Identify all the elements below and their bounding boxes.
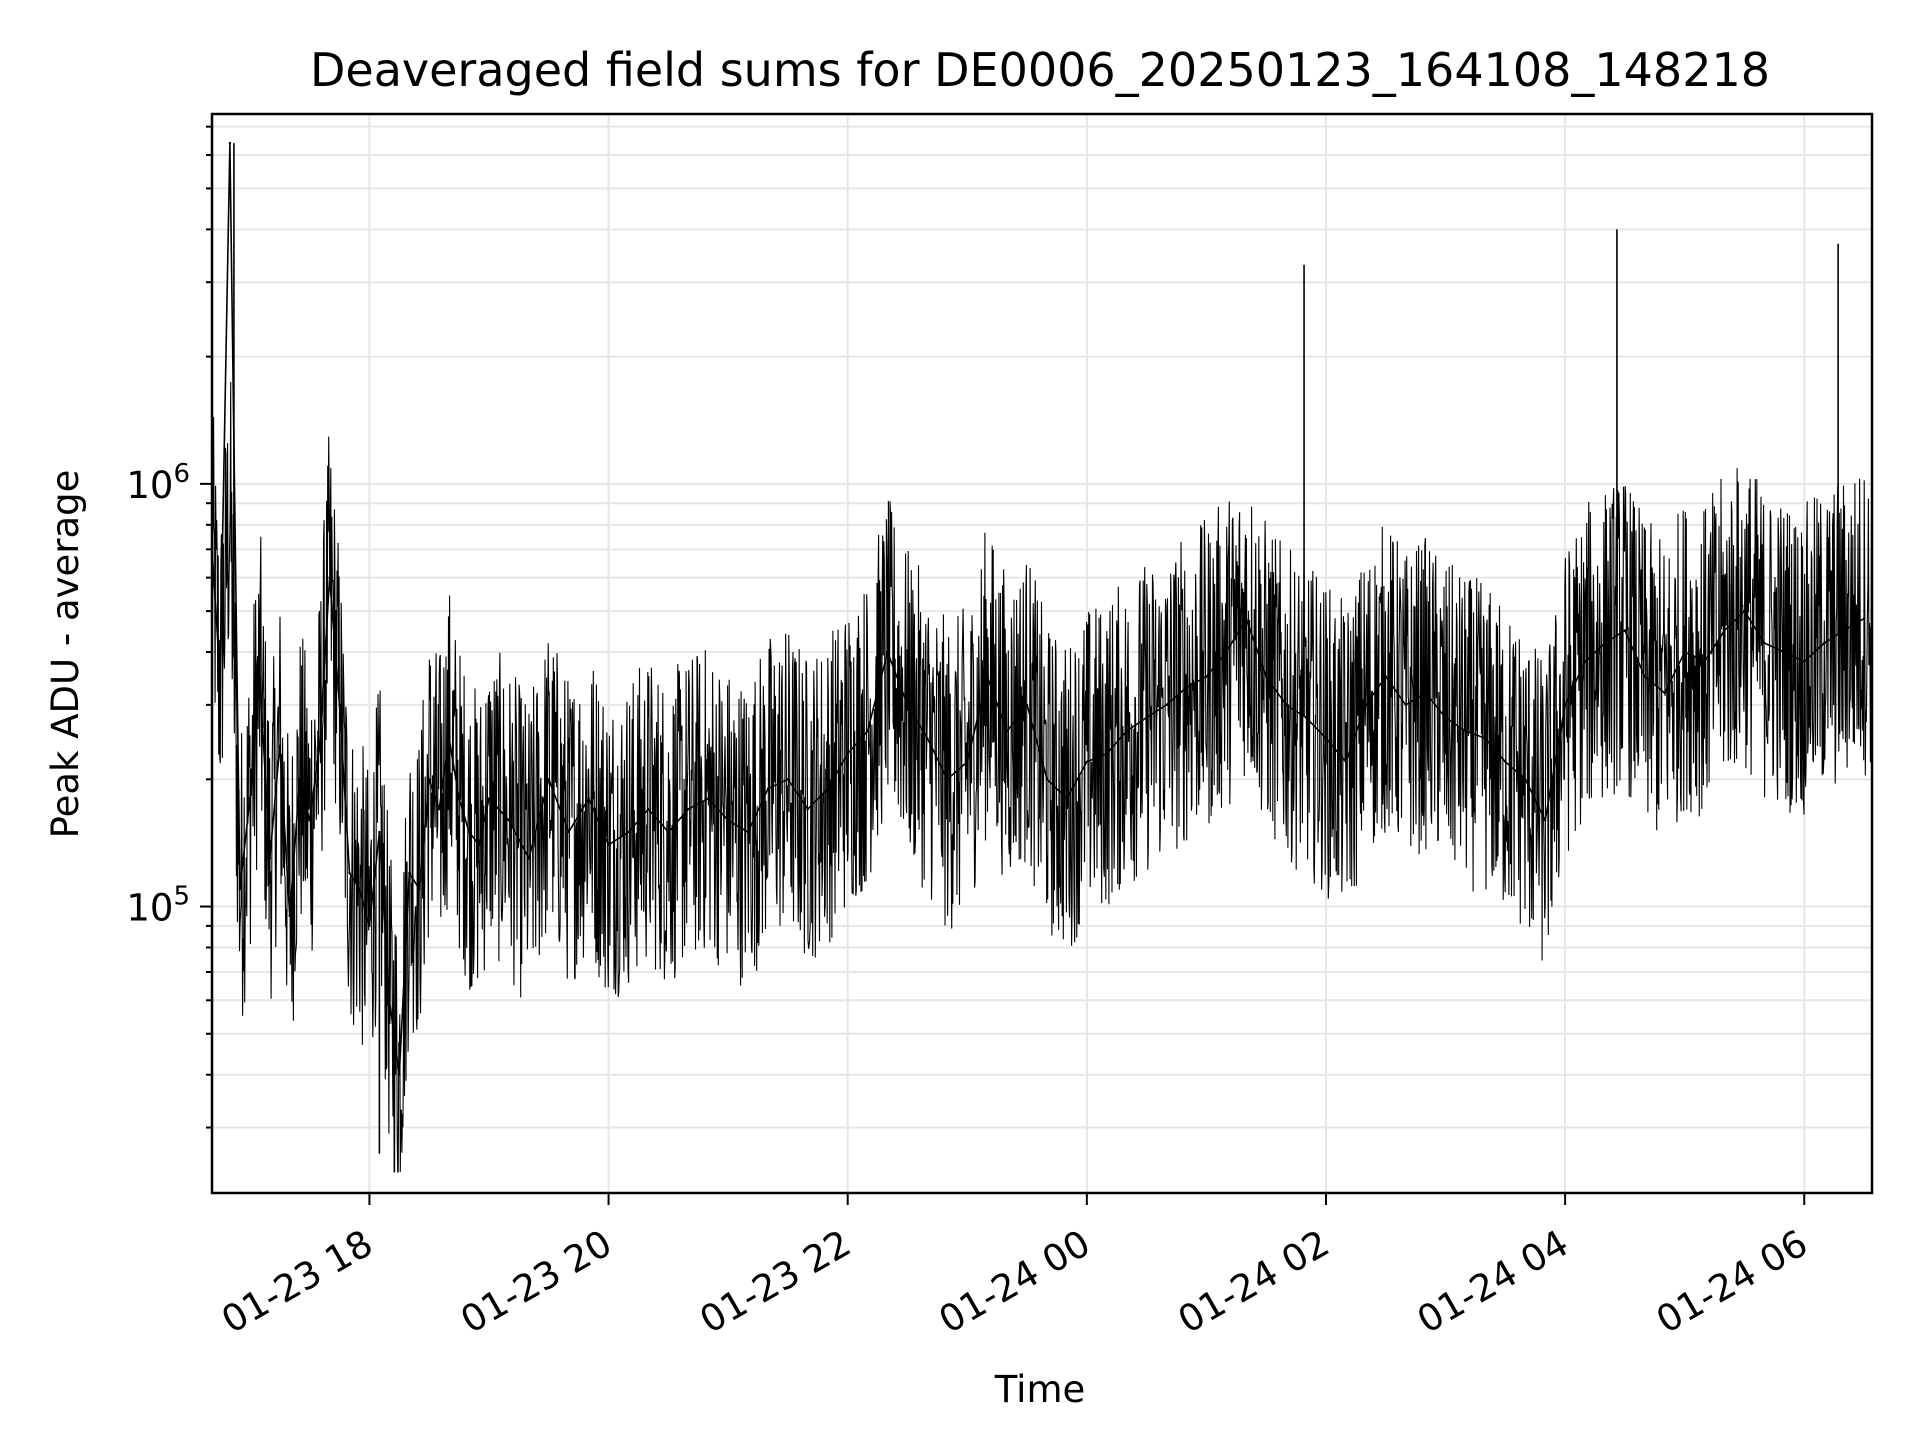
y-tick-label-base: 10 (126, 464, 173, 507)
y-tick-label-base: 10 (126, 887, 173, 930)
y-tick-label-exponent: 5 (173, 882, 190, 912)
y-tick-label: 105 (126, 882, 190, 930)
series-layer (210, 141, 1873, 1173)
data-point (687, 807, 690, 811)
data-point (437, 807, 441, 811)
series-noise-trace (211, 381, 1873, 1173)
data-point (228, 141, 232, 145)
y-tick-label-exponent: 6 (173, 459, 190, 489)
x-axis-label: Time (994, 1368, 1086, 1411)
data-point (348, 871, 351, 875)
data-point (1165, 703, 1168, 707)
plot-frame (210, 112, 1874, 1195)
grid (212, 114, 1872, 1193)
chart-title: Deaveraged field sums for DE0006_2025012… (310, 43, 1770, 97)
y-axis-label: Peak ADU - average (44, 470, 87, 839)
y-tick-label: 106 (126, 459, 190, 507)
data-point (1085, 760, 1089, 763)
data-point (1623, 629, 1627, 632)
